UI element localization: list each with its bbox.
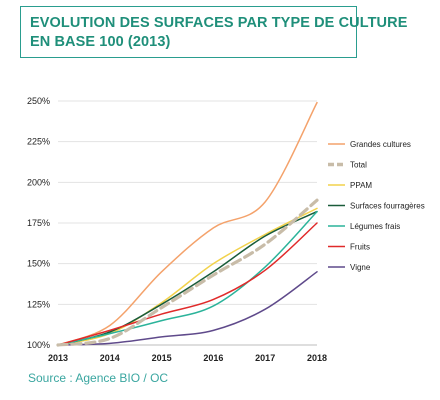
y-tick-label: 125% bbox=[27, 299, 50, 309]
legend-label: Total bbox=[350, 161, 367, 170]
x-tick-label: 2015 bbox=[152, 353, 172, 363]
y-tick-label: 200% bbox=[27, 177, 50, 187]
legend-label: Fruits bbox=[350, 243, 370, 252]
x-tick-label: 2016 bbox=[203, 353, 223, 363]
source-note: Source : Agence BIO / OC bbox=[28, 371, 169, 385]
legend-label: PPAM bbox=[350, 181, 372, 190]
x-tick-label: 2013 bbox=[48, 353, 68, 363]
legend-label: Vigne bbox=[350, 263, 371, 272]
series-line-total bbox=[56, 198, 319, 347]
y-tick-label: 250% bbox=[27, 96, 50, 106]
legend-label: Grandes cultures bbox=[350, 140, 411, 149]
series-line-grandes-cultures bbox=[57, 101, 318, 346]
series-line-surfaces-fourrageres bbox=[57, 210, 318, 346]
x-tick-label: 2017 bbox=[255, 353, 275, 363]
legend-label: Surfaces fourragères bbox=[350, 202, 425, 211]
chart-title-line-2: EN BASE 100 (2013) bbox=[30, 34, 171, 50]
chart-title-line-1: EVOLUTION DES SURFACES PAR TYPE DE CULTU… bbox=[30, 15, 408, 31]
y-tick-label: 150% bbox=[27, 259, 50, 269]
y-tick-label: 100% bbox=[27, 340, 50, 350]
chart-title-box: EVOLUTION DES SURFACES PAR TYPE DE CULTU… bbox=[20, 6, 407, 58]
x-tick-label: 2018 bbox=[307, 353, 327, 363]
y-tick-label: 175% bbox=[27, 218, 50, 228]
series-line-vigne bbox=[57, 271, 318, 346]
series-line-legumes-frais bbox=[57, 210, 318, 346]
legend-label: Légumes frais bbox=[350, 222, 400, 231]
y-tick-label: 225% bbox=[27, 137, 50, 147]
x-tick-label: 2014 bbox=[100, 353, 120, 363]
series-line-fruits bbox=[57, 222, 318, 346]
